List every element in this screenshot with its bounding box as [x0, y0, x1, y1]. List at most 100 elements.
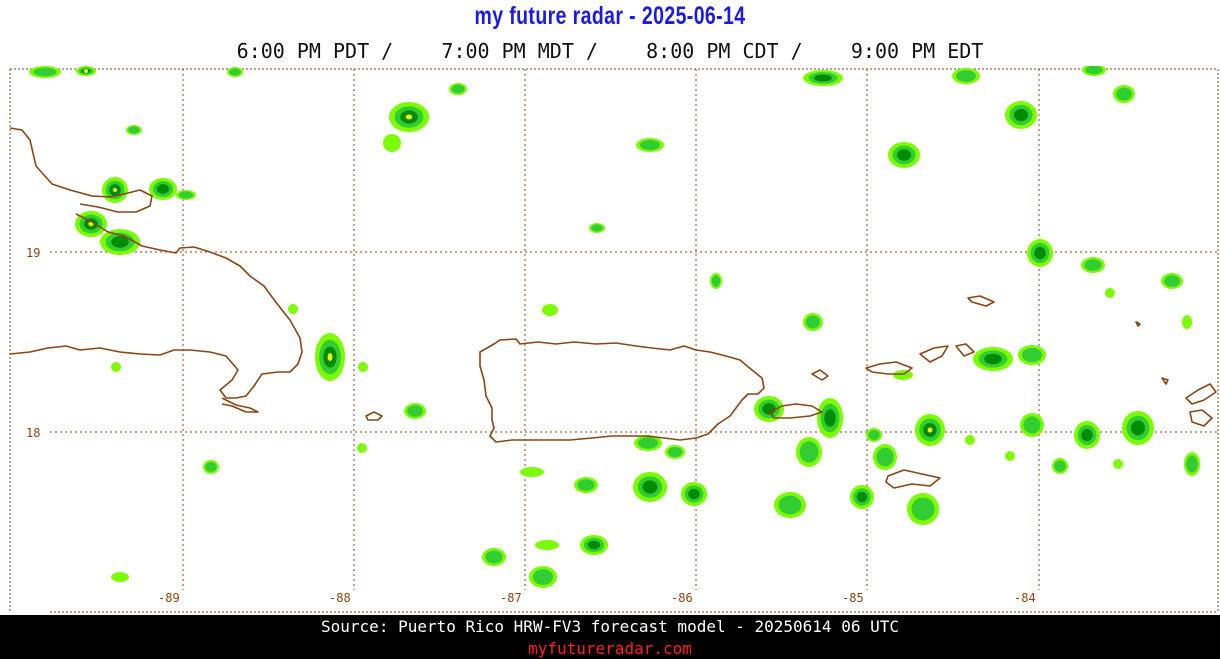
lon-label-89: -89 [158, 591, 180, 605]
coastline-bvi [919, 295, 995, 363]
coastlines [9, 127, 1217, 489]
precip-level-1 [805, 315, 821, 329]
time-edt: 9:00 PM EDT [850, 39, 984, 63]
precip-cell [1184, 452, 1200, 476]
precip-level-3 [84, 69, 88, 73]
time-zone-line: 6:00 PM PDT / 7:00 PM MDT / 8:00 PM CDT … [0, 39, 1220, 63]
precip-level-0 [383, 134, 401, 152]
precip-cell [126, 125, 142, 135]
precip-level-2 [814, 74, 832, 82]
precip-cell [965, 435, 975, 445]
precip-cell [29, 66, 61, 78]
coastline-puerto-rico [479, 338, 765, 443]
precip-cell [149, 178, 177, 200]
precip-level-1 [451, 84, 465, 94]
coastline-haiti-north [9, 213, 303, 399]
precip-level-1 [128, 126, 140, 134]
coastline-st-croix [885, 469, 941, 489]
coastline-small-2 [1135, 321, 1141, 327]
precip-level-2 [1130, 420, 1146, 436]
time-cdt: 8:00 PM CDT / [646, 39, 803, 63]
precip-cell [634, 435, 662, 451]
coastline-cuba [9, 127, 153, 213]
precip-level-2 [156, 184, 170, 194]
precip-level-0 [535, 540, 559, 550]
precip-level-2 [984, 353, 1002, 365]
lon-label-84: -84 [1014, 591, 1036, 605]
coastline-hispaniola-south [221, 397, 259, 413]
precip-cell [580, 535, 608, 555]
graticule [50, 69, 1218, 590]
precip-cell [1082, 66, 1106, 76]
precip-cell [449, 83, 467, 95]
precip-cell [803, 313, 823, 331]
precip-level-0 [542, 304, 558, 316]
precip-cell [1074, 421, 1100, 449]
precip-cell [102, 177, 128, 203]
precip-cell [774, 492, 806, 518]
precip-cell [1005, 101, 1037, 129]
precip-cell [817, 398, 843, 438]
precip-level-1 [1116, 87, 1132, 101]
precip-cell [710, 273, 722, 289]
precip-cell [75, 211, 107, 237]
source-text: Source: Puerto Rico HRW-FV3 forecast mod… [321, 617, 899, 636]
precip-level-1 [1085, 66, 1103, 75]
precip-cell [389, 102, 429, 132]
precip-cell [873, 444, 897, 470]
coastline-st-thomas [865, 361, 913, 375]
precip-level-1 [639, 139, 661, 151]
precip-cell [633, 472, 667, 502]
precip-cell [176, 190, 196, 200]
precip-cell [665, 445, 685, 459]
precip-level-0 [965, 435, 975, 445]
precip-cell [574, 477, 598, 493]
precip-cell [482, 548, 506, 566]
lon-label-87: -87 [500, 591, 522, 605]
precip-cell [1020, 413, 1044, 437]
precip-cell [589, 223, 605, 233]
precip-level-2 [111, 236, 129, 248]
precip-cell [203, 460, 219, 474]
precip-level-3 [405, 114, 413, 120]
precip-level-1 [205, 461, 217, 473]
precip-cell [520, 467, 544, 477]
precip-cell [803, 70, 843, 86]
precip-level-1 [591, 224, 603, 232]
precip-level-2 [642, 480, 658, 494]
precip-level-2 [1034, 246, 1046, 260]
precip-level-2 [1081, 428, 1093, 442]
precip-cell [358, 362, 368, 372]
precip-level-0 [1182, 315, 1192, 329]
precip-cell [111, 362, 121, 372]
precip-level-1 [1164, 275, 1180, 287]
precip-cell [952, 68, 980, 84]
precip-cell [636, 138, 664, 152]
precip-level-1 [778, 495, 802, 515]
precip-level-3 [927, 427, 933, 433]
coastline-vieques [769, 403, 823, 419]
longitude-labels: -89 -88 -87 -86 -85 -84 [158, 591, 1036, 605]
precip-level-3 [112, 187, 118, 193]
site-link[interactable]: myfutureradar.com [528, 639, 692, 658]
precip-level-0 [893, 370, 913, 380]
precip-level-2 [587, 540, 601, 550]
coastline-small-1 [1161, 377, 1169, 385]
precip-cell [796, 437, 822, 467]
precip-cell [1052, 458, 1068, 474]
precip-level-0 [111, 572, 129, 582]
precip-level-1 [1084, 259, 1102, 271]
precip-level-0 [357, 443, 367, 453]
precip-level-2 [688, 488, 700, 500]
lon-label-85: -85 [842, 591, 864, 605]
radar-map: -89 -88 -87 -86 -85 -84 19 18 [0, 66, 1220, 615]
precip-cell [529, 566, 557, 588]
lon-label-88: -88 [329, 591, 351, 605]
coastline-culebra [811, 369, 829, 381]
precip-cell [288, 304, 298, 314]
precip-cell [915, 414, 945, 446]
precip-level-0 [358, 362, 368, 372]
precip-level-1 [711, 275, 721, 287]
precip-cell [111, 572, 129, 582]
precip-cell [383, 134, 401, 152]
